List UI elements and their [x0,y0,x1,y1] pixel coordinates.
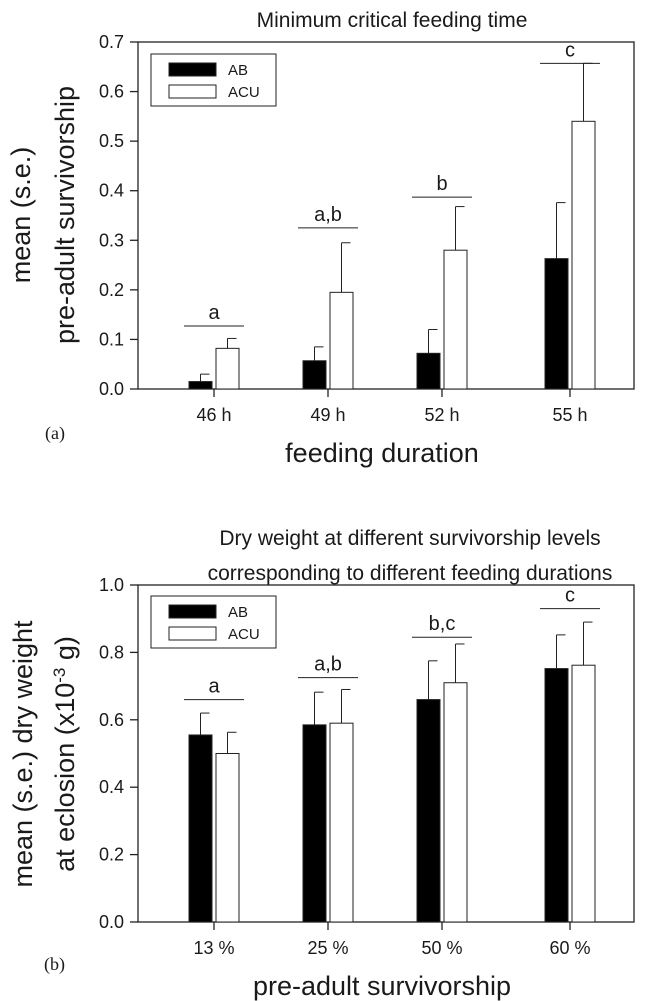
y-axis-label-line2: pre-adult survivorship [50,86,80,344]
x-tick-label: 13 % [193,938,234,958]
chart-title: corresponding to different feeding durat… [208,562,613,585]
bar-ab [188,381,213,390]
y-tick-label: 0.7 [99,32,124,52]
y-tick-label: 0.8 [99,642,124,662]
significance-label: c [565,585,575,607]
bar-ab [188,734,213,923]
panel-label: (a) [45,423,65,444]
y-tick-label: 0.2 [99,280,124,300]
x-tick-label: 46 h [196,405,231,425]
legend-swatch-ab [168,62,217,77]
bar-ab [416,699,441,923]
y-tick-label: 0.3 [99,230,124,250]
bar-acu [215,753,240,923]
chart-title: Minimum critical feeding time [257,9,528,32]
bar-ab [302,724,327,923]
y-tick-label: 0.4 [99,181,124,201]
significance-label: a [208,302,220,324]
legend-label: ACU [228,626,260,643]
bar-ab [544,668,569,923]
significance-label: b [436,173,447,195]
x-tick-label: 49 h [310,405,345,425]
legend-label: ACU [228,84,260,101]
y-tick-label: 0.6 [99,82,124,102]
y-tick-label: 0.0 [99,912,124,932]
x-tick-label: 50 % [421,938,462,958]
chart-panel-b: Dry weight at different survivorship lev… [8,527,635,1001]
bar-ab [416,352,441,390]
bar-acu [329,291,354,390]
legend-swatch-acu [168,626,217,641]
y-axis-label-unit: g) [50,636,80,668]
y-tick-label: 0.1 [99,329,124,349]
bar-ab [302,360,327,390]
plot-frame [137,41,635,390]
y-axis-label: mean (s.e.) [6,147,36,284]
y-axis-label-line2: at eclosion (x10-3 g) [50,636,81,872]
x-axis-label: pre-adult survivorship [253,971,511,1001]
legend-swatch-acu [168,84,217,99]
legend-label: AB [228,62,248,79]
significance-label: b,c [429,613,456,635]
significance-label: a [208,676,220,698]
x-axis-label: feeding duration [285,438,479,468]
legend-label: AB [228,604,248,621]
significance-label: a,b [314,204,342,226]
y-axis-label-superscript: -3 [50,668,69,683]
y-tick-label: 0.6 [99,710,124,730]
significance-label: a,b [314,654,342,676]
panel-label: (b) [44,954,65,975]
chart-title: Dry weight at different survivorship lev… [219,527,600,550]
x-tick-label: 25 % [307,938,348,958]
x-tick-label: 55 h [552,405,587,425]
bar-acu [571,664,596,923]
y-axis-label: mean (s.e.) dry weight [8,620,38,888]
y-tick-label: 0.2 [99,845,124,865]
y-tick-label: 1.0 [99,575,124,595]
significance-label: c [565,39,575,61]
bar-acu [215,347,240,390]
y-tick-label: 0.4 [99,777,124,797]
x-tick-label: 52 h [424,405,459,425]
bar-acu [571,120,596,390]
chart-panel-a: Minimum critical feeding time 0.0 0.1 0.2 0.… [6,9,635,468]
bar-acu [443,249,468,390]
plot-frame [137,584,635,923]
bar-acu [329,722,354,923]
y-tick-label: 0.5 [99,131,124,151]
y-axis-label-part: at eclosion (x10 [50,683,80,872]
legend-swatch-ab [168,604,217,619]
bar-ab [544,258,569,390]
bar-acu [443,682,468,923]
x-tick-label: 60 % [549,938,590,958]
y-tick-label: 0.0 [99,379,124,399]
